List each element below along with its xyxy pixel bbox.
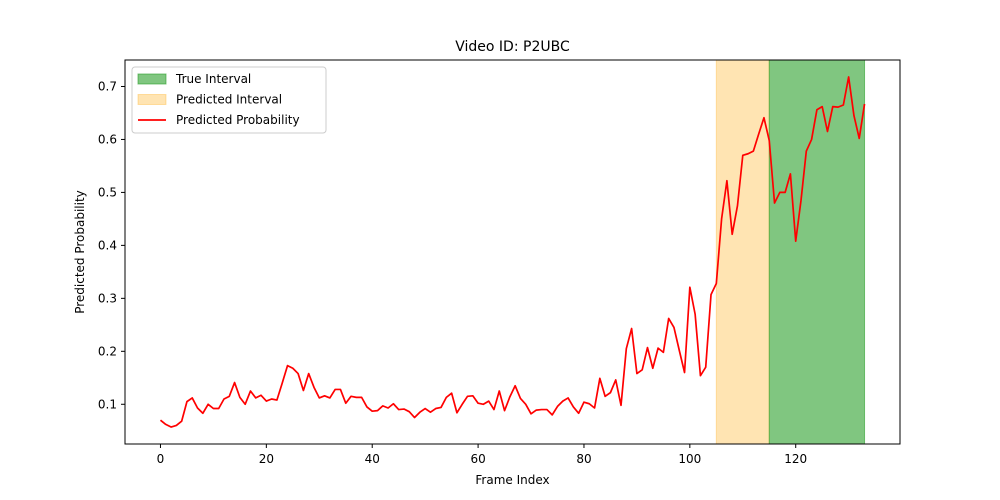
series-line-predicted-probability xyxy=(159,76,866,428)
x-tick-label: 100 xyxy=(678,452,701,466)
x-tick-label: 0 xyxy=(157,452,165,466)
interval-spans xyxy=(715,59,866,445)
plot-frame xyxy=(124,59,901,445)
x-axis-label: Frame Index xyxy=(475,473,549,487)
chart-title: Video ID: P2UBC xyxy=(455,39,570,55)
y-tick-label: 0.2 xyxy=(98,344,117,358)
y-tick-label: 0.4 xyxy=(98,238,117,252)
y-axis-label: Predicted Probability xyxy=(73,190,87,314)
x-tick-label: 40 xyxy=(365,452,380,466)
x-tick-label: 80 xyxy=(576,452,591,466)
y-tick-label: 0.3 xyxy=(98,291,117,305)
series-lines xyxy=(159,76,866,428)
x-axis: 0 20 40 60 80 100 120 xyxy=(157,444,807,466)
y-tick-label: 0.5 xyxy=(98,185,117,199)
legend: True Interval Predicted Interval Predicted… xyxy=(131,66,327,134)
y-tick-label: 0.7 xyxy=(98,79,117,93)
x-tick-label: 20 xyxy=(259,452,274,466)
x-tick-label: 120 xyxy=(784,452,807,466)
y-tick-label: 0.1 xyxy=(98,397,117,411)
y-tick-label: 0.6 xyxy=(98,132,117,146)
legend-label-true-interval: True Interval xyxy=(175,72,251,86)
legend-box xyxy=(131,66,327,134)
interval-span-true-interval xyxy=(768,59,866,445)
legend-swatch-true-interval xyxy=(137,73,167,85)
legend-label-predicted-probability: Predicted Probability xyxy=(176,113,300,127)
legend-swatch-predicted-interval xyxy=(137,94,167,105)
legend-label-predicted-interval: Predicted Interval xyxy=(176,93,282,107)
y-axis: 0.1 0.2 0.3 0.4 0.5 0.6 0.7 xyxy=(98,79,125,411)
interval-span-predicted-interval xyxy=(715,59,770,445)
x-tick-label: 60 xyxy=(470,452,485,466)
